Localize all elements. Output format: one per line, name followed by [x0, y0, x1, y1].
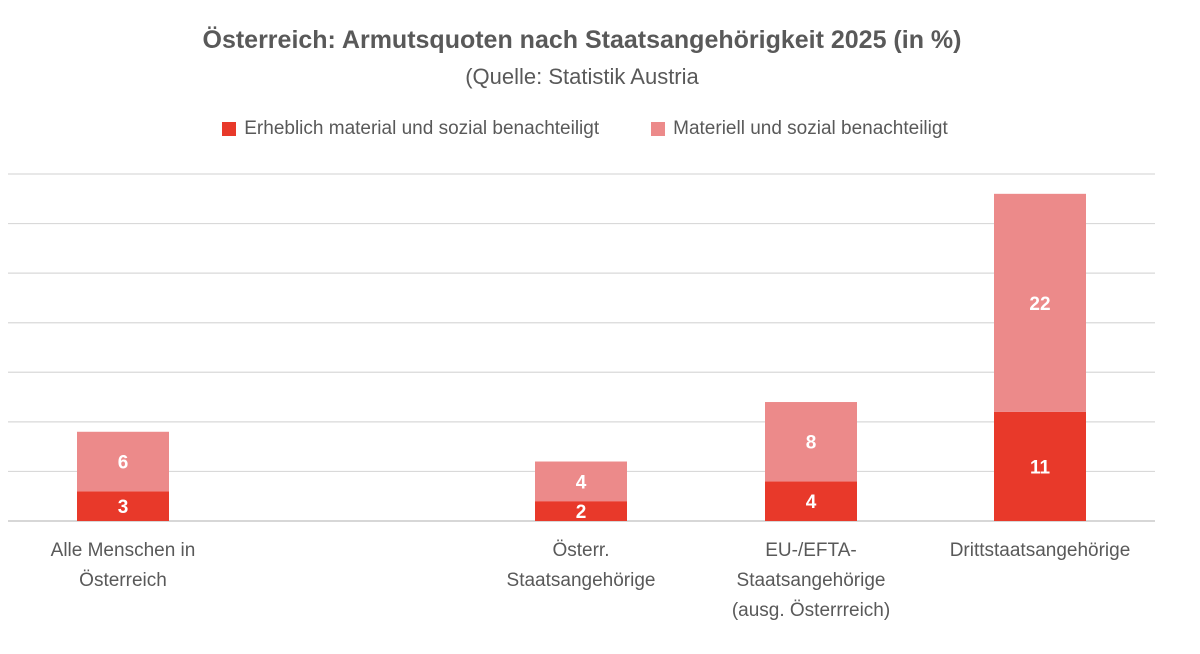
data-label: 4 — [806, 492, 817, 513]
data-label: 4 — [576, 472, 587, 493]
category-label: EU-/EFTA- Staatsangehörige (ausg. Österr… — [731, 540, 891, 621]
legend-label-moderate: Materiell und sozial benachteiligt — [673, 118, 948, 139]
legend-swatch-moderate — [651, 122, 666, 136]
bar-segment — [994, 193, 1086, 412]
bar-segment — [77, 491, 169, 521]
bar-segment — [765, 402, 857, 482]
data-label: 22 — [1029, 294, 1050, 315]
chart-subtitle: (Quelle: Statistik Austria — [465, 64, 699, 89]
bar-segment — [994, 411, 1086, 521]
chart-title: Österreich: Armutsquoten nach Staatsange… — [202, 26, 962, 54]
bar-segment — [77, 431, 169, 492]
data-label: 6 — [118, 453, 129, 474]
category-label: Alle Menschen in Österreich — [50, 540, 196, 591]
legend: Erheblich material und sozial benachteil… — [0, 118, 1170, 140]
category-label: Drittstaatsangehörige — [949, 540, 1131, 561]
data-label: 3 — [118, 497, 129, 518]
legend-swatch-severe — [222, 122, 237, 136]
legend-item-moderate: Materiell und sozial benachteiligt — [651, 118, 948, 140]
bar-segment — [535, 461, 627, 502]
category-label: Österr. Staatsangehörige — [506, 540, 656, 591]
legend-label-severe: Erheblich material und sozial benachteil… — [244, 118, 600, 139]
data-label: 11 — [1030, 457, 1051, 478]
data-label: 8 — [806, 433, 817, 454]
bar-segment — [765, 481, 857, 521]
bar-segment — [535, 501, 627, 521]
data-label: 2 — [576, 502, 587, 523]
legend-item-severe: Erheblich material und sozial benachteil… — [222, 118, 599, 140]
